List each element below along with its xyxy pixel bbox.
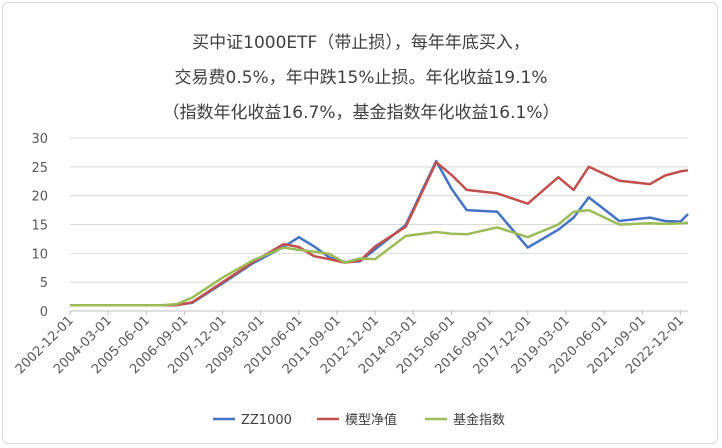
legend-label-0: ZZ1000: [241, 413, 292, 428]
legend: ZZ1000 模型净值 基金指数: [213, 412, 505, 428]
series-line-1: [70, 160, 689, 307]
chart-frame: [2, 2, 718, 444]
x-axis-tick-labels: 2002-12-012004-03-012005-06-012006-09-01…: [13, 311, 687, 377]
grid-lines: [70, 137, 688, 312]
chart-title-line-2: 交易费0.5%，年中跌15%止损。年化收益19.1%: [174, 68, 548, 88]
series-lines: [70, 159, 689, 307]
series-line-2: [70, 208, 689, 307]
legend-label-2: 基金指数: [453, 412, 505, 428]
chart-title-line-1: 买中证1000ETF（带止损），每年年底买入，: [192, 33, 530, 53]
y-tick-label: 15: [31, 219, 48, 234]
y-tick-label: 20: [31, 190, 48, 205]
y-tick-label: 0: [40, 305, 48, 320]
legend-label-1: 模型净值: [345, 412, 397, 428]
series-line-0: [70, 159, 689, 307]
chart-title: 买中证1000ETF（带止损），每年年底买入， 交易费0.5%，年中跌15%止损…: [0, 26, 722, 131]
y-tick-label: 10: [31, 247, 48, 262]
chart-title-line-3: （指数年化收益16.7%，基金指数年化收益16.1%）: [162, 103, 560, 123]
y-tick-label: 30: [31, 132, 48, 147]
y-tick-label: 25: [31, 161, 48, 176]
y-tick-label: 5: [40, 276, 48, 291]
y-axis-tick-labels: 0 5 10 15 20 25 30: [31, 132, 48, 320]
